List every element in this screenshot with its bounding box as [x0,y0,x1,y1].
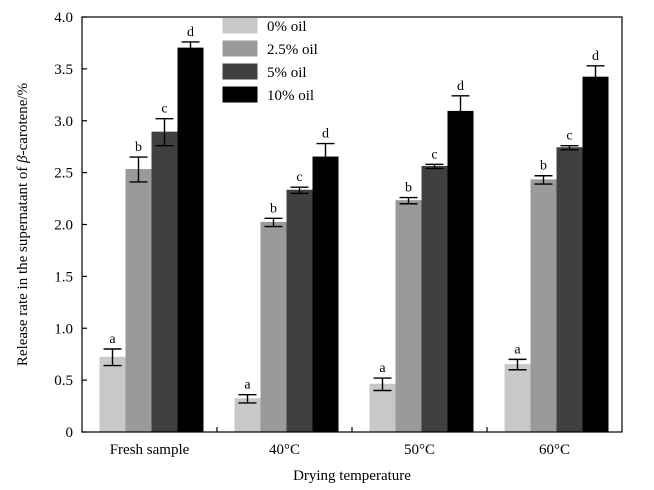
bar-3-1 [312,156,339,433]
legend-swatch-2 [222,63,258,80]
error-bar-1-0 [129,156,148,183]
bar-3-0 [177,47,204,433]
sig-letter-0-0: a [109,332,116,347]
error-bar-3-3 [586,65,605,90]
y-axis-title-prefix: Release rate in the supernatant of [15,163,31,366]
legend-swatch-0 [222,17,258,34]
sig-letter-3-1: d [322,127,329,142]
sig-letter-3-2: d [457,79,464,94]
sig-letter-0-1: a [244,378,251,393]
bar-2-1 [286,189,313,433]
error-bar-1-2 [399,196,418,205]
bar-3-2 [447,110,474,433]
y-axis-title-greek: β [15,155,31,164]
error-bar-1-3 [534,175,553,185]
y-axis-title-suffix: -carotene/% [15,83,31,155]
axes-layer: Fresh sample 40°C 50°C 60°C 0 0.5 1.0 1.5 2.0 2.5… [54,10,623,458]
bar-1-1 [260,221,287,433]
x-tick-label-2: 50°C [404,442,435,458]
legend-label-0: 0% oil [267,19,307,35]
error-bar-0-1 [238,393,257,404]
error-bar-2-2 [425,163,444,170]
y-tick-label-6: 3.0 [54,114,73,130]
y-tick-label-7: 3.5 [54,62,73,78]
bar-0-0 [99,356,126,433]
bar-0-2 [369,383,396,433]
sig-letter-2-2: c [431,147,437,162]
y-tick-label-8: 4.0 [54,10,73,26]
sig-letter-2-0: c [161,102,167,117]
sig-letter-1-1: b [270,201,277,216]
error-bar-3-0 [181,41,200,56]
y-tick-label-0: 0 [66,425,74,441]
y-tick-label-5: 2.5 [54,166,73,182]
sig-letter-0-2: a [379,361,386,376]
y-tick-label-3: 1.5 [54,269,73,285]
sig-letter-0-3: a [514,342,521,357]
bar-2-2 [421,165,448,433]
x-tick-label-0: Fresh sample [110,442,190,458]
sig-letter-2-1: c [296,170,302,185]
error-bar-2-3 [560,144,579,151]
error-bar-1-1 [264,217,283,228]
sig-letter-2-3: c [566,129,572,144]
bar-2-3 [556,147,583,433]
y-tick-label-4: 2.0 [54,218,73,234]
bar-3-3 [582,76,609,433]
sig-letter-1-2: b [405,181,412,196]
sig-letter-3-3: d [592,49,599,64]
legend-label-3: 10% oil [267,88,314,104]
bars-layer: a b c d a b c d a b c d a b c d [99,25,609,433]
legend: 0% oil 2.5% oil 5% oil 10% oil [222,17,318,104]
bar-1-2 [395,200,422,433]
legend-label-1: 2.5% oil [267,42,318,58]
bar-1-3 [530,179,557,433]
y-tick-label-1: 0.5 [54,373,73,389]
bar-1-0 [125,169,152,433]
x-tick-label-1: 40°C [269,442,300,458]
legend-swatch-1 [222,40,258,57]
error-bar-0-2 [373,377,392,392]
error-bar-2-0 [155,117,174,147]
legend-swatch-3 [222,86,258,103]
error-bar-3-2 [451,95,470,128]
sig-letter-1-0: b [135,140,142,155]
error-bar-0-3 [508,358,527,371]
sig-letter-3-0: d [187,25,194,40]
bar-0-3 [504,364,531,433]
y-tick-label-2: 1.0 [54,321,73,337]
error-bar-0-0 [103,348,122,367]
bar-0-1 [234,398,261,433]
bar-2-0 [151,131,178,433]
legend-label-2: 5% oil [267,65,307,81]
sig-letter-1-3: b [540,159,547,174]
y-axis-title: Release rate in the supernatant of β-car… [15,83,31,366]
x-axis-title: Drying temperature [293,468,411,484]
error-bar-2-1 [290,186,309,195]
x-tick-label-3: 60°C [539,442,570,458]
error-bar-3-1 [316,142,335,172]
